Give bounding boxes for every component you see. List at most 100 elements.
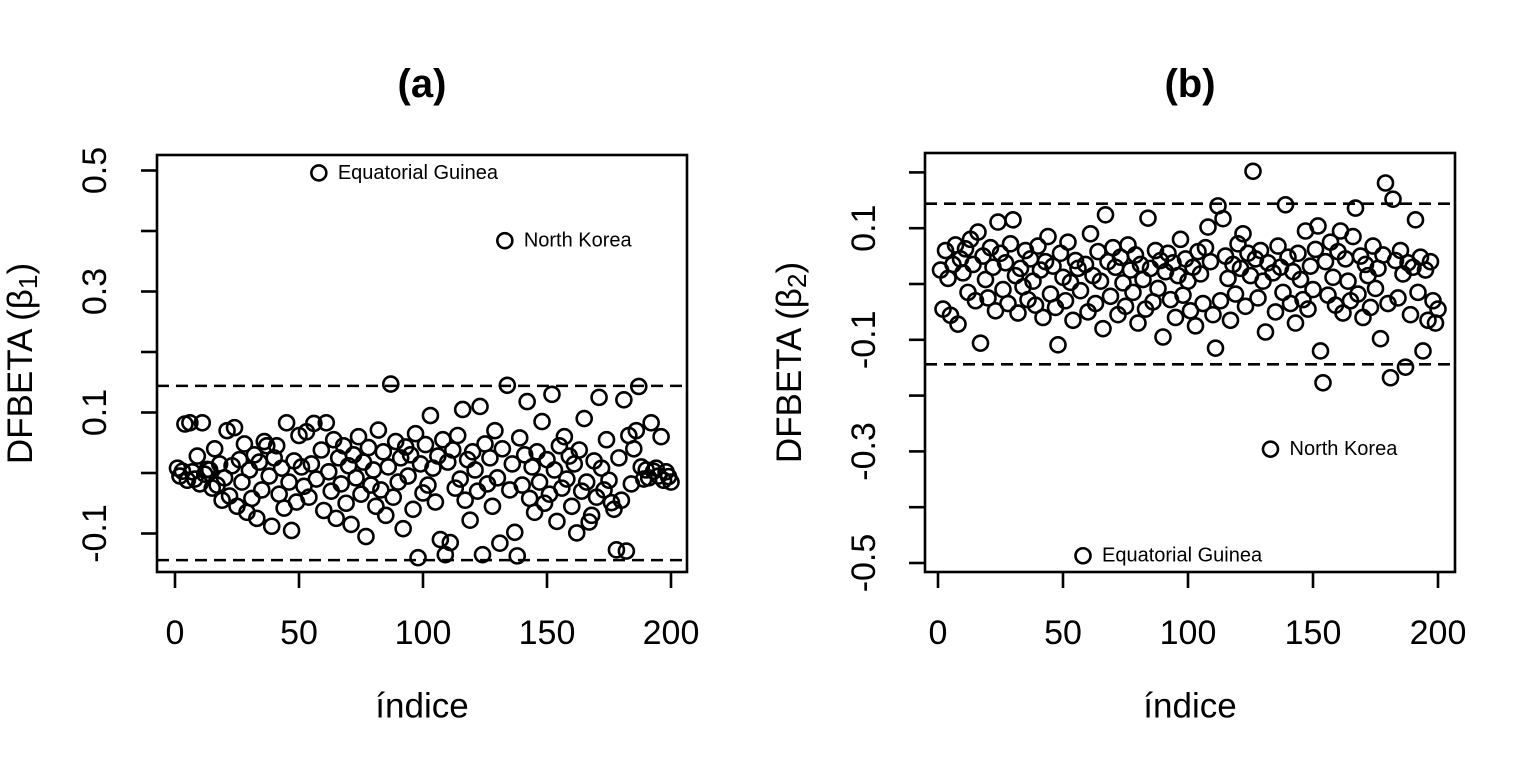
data-point [262,517,281,536]
data-point [510,429,529,447]
data-point [384,488,403,507]
data-point [535,494,554,513]
data-point [305,414,323,433]
y-tick-label: -0.3 [845,422,883,481]
data-point [986,301,1005,320]
data-point [989,213,1007,231]
data-point [1201,252,1220,271]
data-point [406,424,425,443]
data-point [498,376,517,395]
data-point [1366,279,1385,298]
data-point [1289,244,1307,263]
data-point [548,512,566,531]
data-point [562,497,581,516]
y-tick-label: -0.1 [845,311,883,370]
data-point [1026,296,1045,315]
data-point [1199,218,1217,236]
x-tick-label: 200 [1410,614,1467,652]
data-point [607,541,626,559]
data-point [969,223,987,241]
data-point [595,481,613,499]
data-point [426,493,445,511]
data-point [999,294,1017,313]
data-point [1204,305,1222,324]
data-point [1119,236,1137,254]
data-point [1314,373,1332,392]
data-point [936,241,955,260]
data-point [1011,259,1030,278]
data-point [381,375,400,393]
data-point [538,450,556,469]
data-point [1299,300,1317,318]
data-point [545,461,564,479]
x-tick-label: 200 [643,614,700,652]
data-point [1029,237,1047,255]
data-point [347,469,365,487]
data-point [991,244,1010,263]
data-point [1086,294,1105,313]
data-point [1116,297,1135,316]
data-point [1361,298,1380,317]
data-point [558,470,576,488]
data-point [1126,246,1145,264]
data-point [235,435,254,453]
outlier-point [310,164,328,182]
data-point [1256,323,1275,341]
data-point [317,413,336,432]
data-point [483,497,502,516]
data-point [1214,209,1232,228]
data-point [503,455,522,473]
data-point [1181,301,1200,320]
data-point [956,240,975,258]
data-point [570,441,589,459]
data-point [488,469,507,487]
data-point [1166,308,1185,327]
data-point [1004,211,1022,229]
panel-title: (b) [1164,62,1215,106]
data-point [1194,294,1212,313]
data-point [1354,308,1372,327]
data-point [421,406,440,425]
data-point [627,421,646,440]
data-point [473,545,492,564]
data-point [1094,319,1112,338]
data-point [431,530,450,549]
data-point [416,435,435,454]
data-point [590,388,608,407]
data-point [337,494,355,513]
data-point [1056,291,1075,310]
data-point [386,432,405,451]
data-point [394,519,412,538]
data-point [1301,257,1320,275]
data-point [530,473,549,491]
data-point [441,533,460,552]
data-point [359,438,378,457]
data-point [332,475,350,493]
panel-a: 0 50 100 150 200 0.5 0.3 0.1 -0.1 Equatorial Guin… [1,62,700,726]
data-point [334,436,353,455]
data-point [1386,251,1405,270]
data-point [508,547,527,565]
outlier-point [496,231,514,250]
data-point [1211,291,1230,310]
data-point [302,455,321,473]
x-tick-label: 100 [395,614,452,652]
x-tick-label: 0 [929,614,948,652]
outlier-label: North Korea [524,230,633,252]
data-point [1371,329,1390,348]
data-point [1129,314,1147,332]
data-point [964,255,982,274]
data-point [1254,272,1272,291]
data-point [1229,235,1247,253]
data-point [1186,317,1205,335]
data-point [1311,342,1330,360]
data-point [624,439,643,458]
outlier-point [1261,440,1280,458]
x-tick-label: 0 [166,614,185,652]
data-point [1294,290,1312,309]
data-point [1349,285,1367,303]
data-point [662,473,680,491]
data-point [572,482,591,500]
data-point [513,476,532,494]
